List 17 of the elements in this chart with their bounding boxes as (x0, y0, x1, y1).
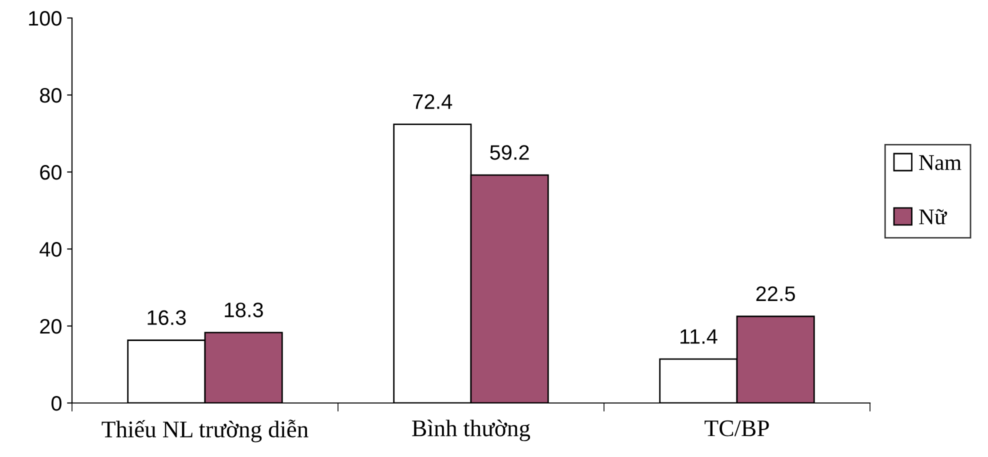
legend-label: Nữ (919, 209, 948, 224)
x-tick-label: Thiếu NL trường diễn (102, 420, 308, 442)
y-tick-label: 0 (52, 396, 62, 411)
data-label: 18.3 (224, 302, 263, 318)
x-tick-label: Bình thường (412, 420, 530, 442)
data-label: 11.4 (680, 329, 718, 344)
data-label: 16.3 (148, 310, 186, 326)
data-label: 22.5 (756, 286, 795, 302)
y-tick-label: 80 (40, 88, 62, 103)
data-label: 59.2 (490, 145, 529, 160)
legend-label: Nam (919, 155, 962, 170)
y-tick-label: 100 (29, 11, 62, 26)
y-tick-label: 20 (40, 319, 62, 334)
x-tick-label: TC/BP (704, 420, 769, 436)
data-label: 72.4 (413, 94, 452, 109)
y-tick-label: 60 (40, 165, 62, 180)
y-tick-label: 40 (40, 242, 62, 257)
